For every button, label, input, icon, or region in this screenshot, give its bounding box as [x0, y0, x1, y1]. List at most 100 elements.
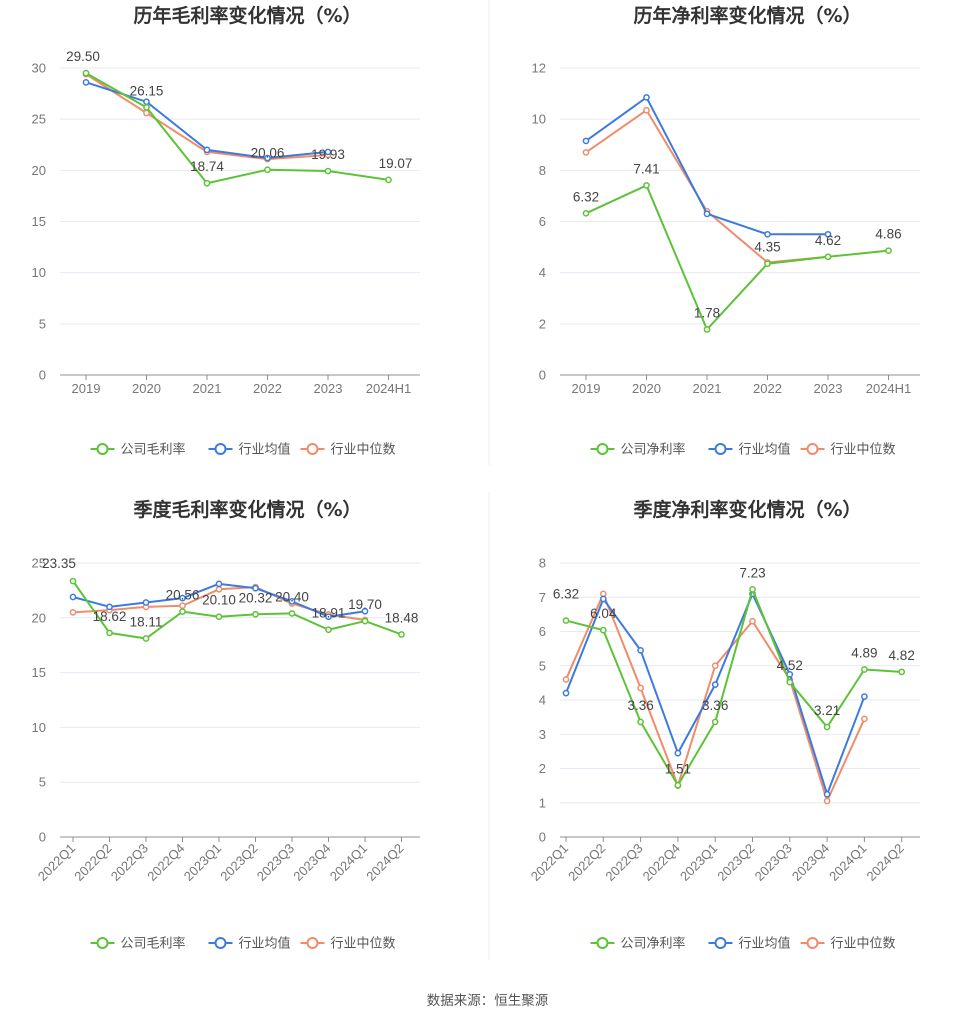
data-point [264, 166, 271, 174]
y-tick-label: 2 [539, 761, 546, 776]
legend-swatch-marker [214, 937, 227, 949]
x-tick-label: 2022 [753, 381, 782, 396]
data-point [711, 718, 719, 726]
y-tick-label: 5 [539, 658, 546, 673]
data-label: 1.78 [694, 305, 720, 320]
legend-label: 行业中位数 [331, 443, 396, 458]
y-tick-label: 2 [539, 316, 546, 331]
quarterly-gross-margin-chart: 季度毛利率变化情况（%） 0 5 10 15 20 25 2022Q12022Q22022Q3… [32, 498, 420, 952]
legend-item: 行业中位数 [300, 937, 396, 952]
data-point [325, 626, 332, 634]
legend-swatch-marker [96, 443, 109, 455]
data-point [69, 593, 77, 601]
y-tick-label: 4 [539, 693, 546, 708]
data-point [215, 585, 223, 593]
y-tick-label: 20 [32, 163, 46, 178]
data-label: 7.41 [633, 161, 659, 176]
x-tick-label: 2023Q1 [677, 841, 720, 884]
y-tick-label: 5 [39, 775, 46, 790]
data-point [288, 610, 296, 617]
y-tick-label: 3 [539, 727, 546, 742]
data-point [885, 247, 892, 255]
x-tick-label: 2022Q4 [144, 841, 187, 884]
chart-title: 季度净利率变化情况（%） [633, 498, 861, 521]
legend-swatch-marker [714, 443, 727, 455]
y-tick-label: 25 [32, 112, 46, 127]
legend-item: 公司毛利率 [90, 442, 186, 458]
x-tick-label: 2022Q2 [565, 841, 608, 884]
data-label: 20.32 [239, 590, 273, 605]
data-point [824, 230, 832, 238]
y-tick-label: 10 [32, 265, 46, 280]
chart-title: 历年毛利率变化情况（%） [133, 4, 361, 27]
data-label: 29.50 [66, 49, 100, 64]
quarterly-net-margin-chart: 季度净利率变化情况（%）0123456782022Q12022Q22022Q32… [528, 498, 920, 952]
legend-label: 公司毛利率 [121, 936, 186, 952]
data-label: 26.15 [130, 83, 164, 98]
data-point [861, 693, 868, 700]
legend-label: 行业中位数 [331, 937, 396, 952]
annual-net-margin-chart: 历年净利率变化情况（%） 0 2 4 6 8 10 12 2019 2020 2021 2022 202… [532, 4, 920, 458]
data-point [643, 182, 650, 189]
x-tick-label: 2023Q3 [254, 841, 297, 884]
data-label: 3.36 [702, 698, 728, 713]
y-tick-label: 20 [32, 610, 46, 625]
y-tick-label: 0 [539, 368, 546, 383]
data-point [562, 676, 570, 683]
data-label: 18.48 [385, 610, 419, 625]
data-point [861, 715, 868, 723]
x-tick-label: 2023Q4 [290, 841, 333, 884]
data-point [823, 723, 831, 731]
legend-item: 公司净利率 [590, 442, 686, 458]
data-point [786, 678, 794, 686]
data-point [823, 790, 831, 798]
legend-swatch-marker [596, 937, 609, 949]
x-tick-label: 2023Q2 [714, 841, 757, 884]
data-label: 6.32 [573, 189, 599, 204]
series-line [565, 588, 902, 787]
x-tick-label: 2022 [253, 381, 282, 396]
data-point [637, 718, 644, 726]
y-tick-label: 8 [539, 556, 546, 571]
data-point [179, 594, 186, 602]
data-point [643, 106, 650, 114]
data-point [764, 260, 771, 268]
legend-item: 行业中位数 [300, 443, 396, 458]
data-label: 4.62 [815, 233, 841, 248]
data-point [898, 668, 906, 676]
data-point [203, 179, 211, 187]
legend-label: 行业均值 [239, 936, 291, 952]
legend-item: 行业中位数 [800, 443, 896, 458]
x-tick-label: 2022Q2 [71, 841, 114, 884]
y-tick-label: 15 [32, 665, 46, 680]
data-point [764, 230, 771, 238]
y-tick-label: 0 [539, 830, 546, 845]
data-point [711, 662, 719, 670]
data-point [361, 607, 369, 615]
data-point [179, 608, 186, 616]
y-tick-label: 25 [32, 556, 46, 571]
source-note: 数据来源：恒生聚源 [426, 993, 549, 1009]
series-line [85, 73, 329, 161]
x-tick-label: 2021 [693, 381, 722, 396]
legend-swatch-marker [806, 937, 819, 949]
data-label: 20.10 [202, 593, 236, 608]
x-tick-label: 2024Q1 [327, 841, 370, 884]
x-tick-label: 2022Q4 [640, 841, 683, 884]
data-point [703, 210, 711, 218]
x-tick-label: 2023Q1 [181, 841, 224, 884]
annual-gross-margin-chart: 历年毛利率变化情况（%） 0 5 10 15 20 25 30 2019 2020 2021 2022… [32, 4, 420, 458]
data-point [562, 617, 570, 624]
data-point [599, 626, 607, 634]
x-tick-label: 2021 [193, 381, 222, 396]
data-point [823, 797, 831, 805]
y-tick-label: 12 [532, 61, 546, 76]
x-tick-label: 2022Q1 [528, 841, 571, 884]
data-point [69, 577, 77, 585]
x-tick-label: 2020 [132, 381, 161, 396]
x-tick-label: 2023Q3 [752, 841, 795, 884]
data-point [674, 781, 682, 789]
data-label: 23.35 [42, 556, 76, 571]
x-tick-label: 2024H1 [866, 381, 912, 396]
